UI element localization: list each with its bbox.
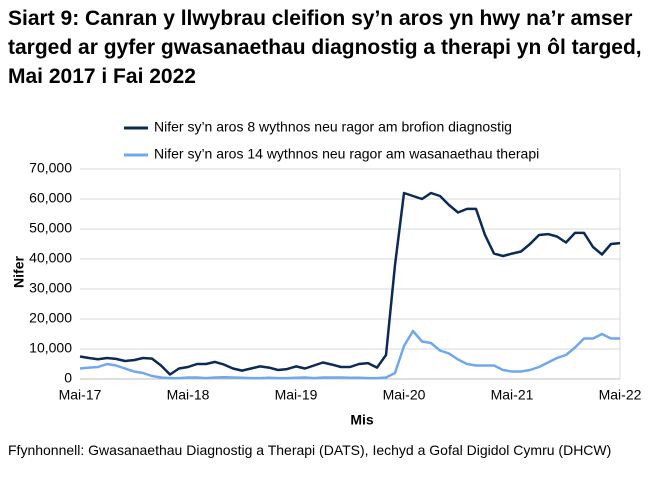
y-tick-label: 40,000 [29, 250, 72, 266]
y-tick-label: 0 [64, 370, 72, 386]
y-tick-label: 20,000 [29, 310, 72, 326]
legend-label: Nifer sy’n aros 14 wythnos neu ragor am … [154, 146, 539, 162]
y-tick-label: 50,000 [29, 220, 72, 236]
y-tick-label: 10,000 [29, 340, 72, 356]
x-axis-label: Mis [350, 412, 374, 428]
x-tick-label: Mai-21 [491, 387, 534, 403]
chart-title: Siart 9: Canran y llwybrau cleifion sy’n… [8, 7, 642, 88]
chart: Mis Nifer 0 10,000 20,000 30,000 40,000 50,00… [11, 119, 642, 428]
y-tick-label: 70,000 [29, 160, 72, 176]
x-tick-label: Mai-19 [275, 387, 318, 403]
data-line [79, 191, 621, 376]
x-tick-label: Mai-17 [59, 387, 102, 403]
x-tick-label: Mai-22 [599, 387, 642, 403]
source-note: Ffynhonnell: Gwasanaethau Diagnostig a T… [8, 442, 612, 458]
x-tick-label: Mai-20 [383, 387, 426, 403]
data-line [79, 329, 620, 380]
y-tick-label: 30,000 [29, 280, 72, 296]
y-axis-label: Nifer [11, 256, 27, 288]
y-tick-label: 60,000 [29, 190, 72, 206]
legend-label: Nifer sy’n aros 8 wythnos neu ragor am b… [154, 119, 512, 135]
x-tick-label: Mai-18 [167, 387, 210, 403]
